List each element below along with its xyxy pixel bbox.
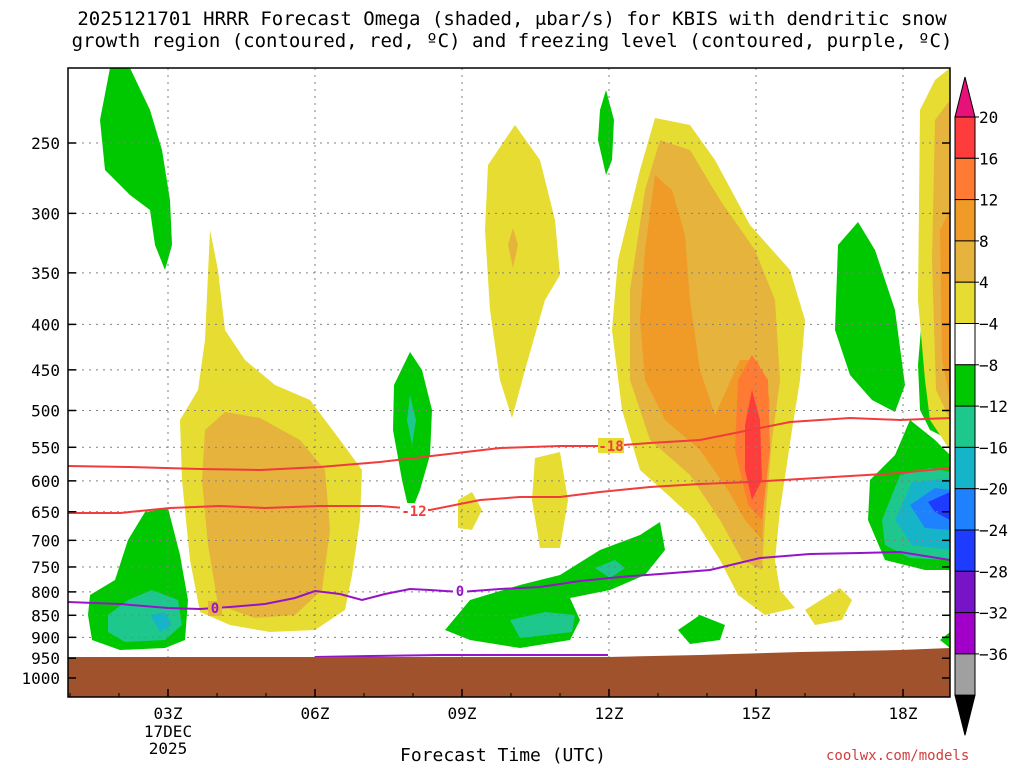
omega-region-pos-10z	[485, 125, 560, 418]
omega-region-neg-18z-right-darkblue	[928, 492, 950, 520]
omega-region-pos-upper-right-edge-inner	[940, 210, 950, 400]
colorbar-label: −36	[979, 645, 1008, 664]
x-tick-label: 18Z	[889, 704, 918, 723]
omega-region-neg-10z-12z-core	[510, 612, 575, 638]
y-tick-label: 900	[31, 628, 60, 647]
colorbar-label: 8	[979, 232, 989, 251]
colorbar-label: −16	[979, 438, 1008, 457]
contour-label-freezing-1-text: 0	[211, 601, 219, 617]
x-date-line-1: 17DEC	[144, 722, 192, 741]
contour-minus-18	[68, 416, 950, 472]
omega-region-pos-3z-6z-core	[202, 412, 330, 618]
ground-below-surface	[68, 657, 950, 697]
colorbar-label: 4	[979, 273, 989, 292]
omega-region-neg-lowlevel-right	[940, 632, 950, 648]
colorbar-label: −20	[979, 480, 1008, 499]
omega-region-pos-15z-red	[745, 390, 762, 500]
y-tick-label: 350	[31, 264, 60, 283]
y-tick-label: 750	[31, 558, 60, 577]
colorbar-swatch	[954, 364, 976, 407]
contour-minus-12	[68, 467, 950, 514]
colorbar-swatch	[954, 488, 976, 531]
omega-region-pos-16z-small	[805, 588, 852, 625]
colorbar-swatch	[954, 323, 976, 366]
colorbar-label: 12	[979, 191, 998, 210]
contour-freezing-level-surface	[314, 654, 608, 658]
colorbar-swatch	[954, 157, 976, 201]
colorbar-swatch	[954, 281, 976, 325]
x-date-line-2: 2025	[149, 739, 188, 758]
y-tick-label: 1000	[21, 669, 60, 688]
contour-label-freezing-1: 0	[208, 601, 222, 617]
y-tick-label: 800	[31, 583, 60, 602]
colorbar-swatch	[954, 612, 976, 655]
ground-slope	[608, 648, 950, 660]
omega-region-pos-10z-core	[508, 228, 518, 268]
colorbar-swatch	[954, 116, 976, 159]
colorbar-label: −12	[979, 397, 1008, 416]
omega-region-neg-12z-core	[595, 560, 625, 578]
y-tick-label: 950	[31, 649, 60, 668]
x-axis-label: Forecast Time (UTC)	[400, 745, 606, 766]
contour-label-minus-12-text: -12	[401, 504, 426, 520]
omega-shading	[88, 68, 950, 650]
omega-region-neg-upper-left	[100, 68, 172, 270]
y-tick-label: 600	[31, 472, 60, 491]
colorbar-swatch	[954, 199, 976, 242]
colorbar-label: 16	[979, 149, 998, 168]
colorbar-swatch	[954, 653, 976, 696]
x-axis: 17DEC 2025 03Z 06Z 09Z 12Z 15Z 18Z	[69, 689, 918, 758]
colorbar-label: −8	[979, 356, 998, 375]
y-tick-label: 250	[31, 134, 60, 153]
colorbar-swatch	[954, 405, 976, 448]
x-tick-label: 03Z	[154, 704, 183, 723]
chart-title-line-1: 2025121701 HRRR Forecast Omega (shaded, …	[77, 8, 947, 30]
contour-label-freezing-2-text: 0	[456, 584, 464, 600]
y-tick-label: 650	[31, 503, 60, 522]
colorbar-label: 20	[979, 108, 998, 127]
chart-title-line-2: growth region (contoured, red, ºC) and f…	[71, 30, 953, 52]
colorbar-label: −24	[979, 521, 1008, 540]
colorbar: 20 16 12 8 4 −4 −8 −12 −16 −20 −24 −28 −32 −36	[954, 76, 1008, 736]
x-tick-label: 15Z	[742, 704, 771, 723]
x-tick-label: 12Z	[595, 704, 624, 723]
y-tick-label: 400	[31, 315, 60, 334]
colorbar-bottom-arrow	[954, 694, 976, 736]
y-axis: 250 300 350 400 450 500 550 600 650 700 750 800 850 9…	[21, 134, 950, 688]
plot-frame	[67, 67, 951, 698]
y-tick-label: 300	[31, 204, 60, 223]
y-tick-label: 550	[31, 438, 60, 457]
omega-region-pos-11z-small	[532, 452, 568, 548]
contour-label-freezing-2: 0	[453, 584, 467, 600]
x-tick-label: 09Z	[448, 704, 477, 723]
colorbar-swatch	[954, 529, 976, 572]
contour-freezing-level	[68, 550, 950, 611]
colorbar-swatch	[954, 240, 976, 283]
omega-region-neg-14z	[678, 615, 725, 644]
colorbar-top-arrow	[954, 76, 976, 118]
contours	[68, 416, 950, 658]
colorbar-label: −28	[979, 562, 1008, 581]
y-tick-label: 850	[31, 606, 60, 625]
omega-region-neg-lowlevel-left-peak	[150, 612, 172, 632]
y-tick-label: 500	[31, 402, 60, 421]
omega-region-neg-spike-12z	[598, 90, 614, 175]
x-tick-label: 06Z	[301, 704, 330, 723]
omega-region-neg-17z	[835, 222, 905, 412]
contour-label-minus-18-text: -18	[598, 439, 623, 455]
colorbar-label: −4	[979, 315, 998, 334]
colorbar-swatch	[954, 570, 976, 614]
contour-label-minus-12: -12	[400, 503, 428, 520]
contour-label-minus-18: -18	[598, 438, 624, 455]
omega-region-neg-8z-core	[407, 395, 416, 445]
y-tick-label: 700	[31, 531, 60, 550]
colorbar-label: −32	[979, 604, 1008, 623]
credit-link[interactable]: coolwx.com/models	[826, 748, 970, 764]
y-tick-label: 450	[31, 361, 60, 380]
colorbar-swatch	[954, 446, 976, 490]
